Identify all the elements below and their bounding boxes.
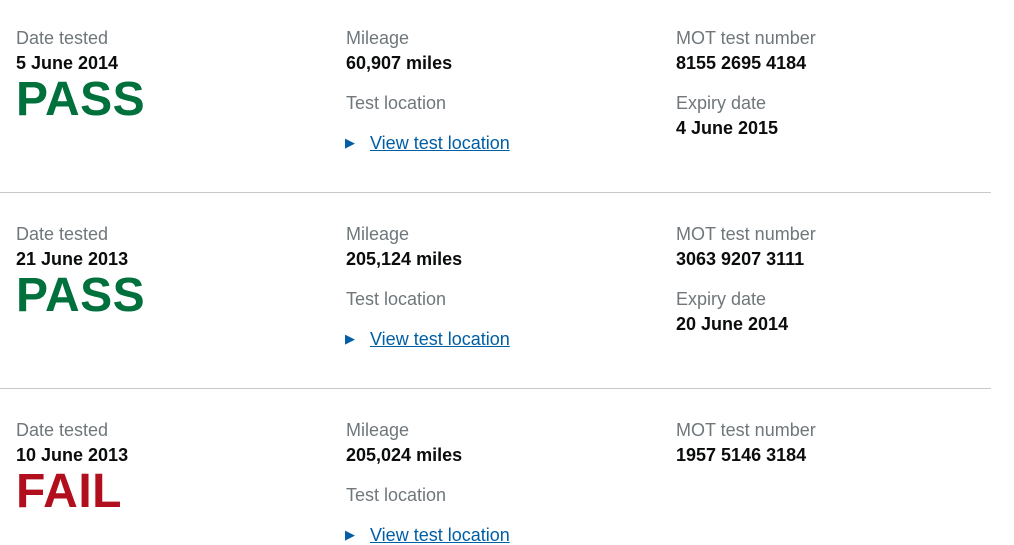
mileage-label: Mileage (346, 28, 410, 48)
expiry-date-label: Expiry date (676, 93, 767, 113)
date-tested-value: 5 June 2014 (16, 53, 119, 73)
test-location-label: Test location (346, 93, 447, 113)
mot-test-record: Date tested 21 June 2013 PASS Mileage 20… (0, 196, 991, 389)
date-tested-label: Date tested (16, 224, 109, 244)
test-result-fail: FAIL (16, 465, 122, 518)
mileage-value: 205,024 miles (346, 445, 463, 465)
mot-test-number-label: MOT test number (676, 224, 816, 244)
test-location-label: Test location (346, 485, 447, 505)
disclosure-triangle-icon[interactable]: ▶ (345, 331, 355, 346)
mot-test-record: Date tested 10 June 2013 FAIL Mileage 20… (0, 392, 991, 544)
mot-test-number-label: MOT test number (676, 420, 816, 440)
expiry-date-value: 20 June 2014 (676, 314, 789, 334)
test-location-label: Test location (346, 289, 447, 309)
date-tested-value: 10 June 2013 (16, 445, 129, 465)
mileage-label: Mileage (346, 420, 410, 440)
mot-history-list: Date tested 5 June 2014 PASS Mileage 60,… (0, 0, 991, 544)
view-test-location-link[interactable]: View test location (370, 329, 510, 349)
test-result-pass: PASS (16, 73, 146, 126)
mot-test-number-value: 3063 9207 3111 (676, 249, 805, 269)
mileage-value: 60,907 miles (346, 53, 453, 73)
test-result-pass: PASS (16, 269, 146, 322)
mot-test-number-value: 1957 5146 3184 (676, 445, 807, 465)
mot-test-record: Date tested 5 June 2014 PASS Mileage 60,… (0, 0, 991, 193)
mot-test-number-value: 8155 2695 4184 (676, 53, 807, 73)
expiry-date-label: Expiry date (676, 289, 767, 309)
disclosure-triangle-icon[interactable]: ▶ (345, 527, 355, 542)
date-tested-value: 21 June 2013 (16, 249, 129, 269)
disclosure-triangle-icon[interactable]: ▶ (345, 135, 355, 150)
expiry-date-value: 4 June 2015 (676, 118, 779, 138)
mileage-label: Mileage (346, 224, 410, 244)
view-test-location-link[interactable]: View test location (370, 525, 510, 545)
view-test-location-link[interactable]: View test location (370, 133, 510, 153)
date-tested-label: Date tested (16, 420, 109, 440)
date-tested-label: Date tested (16, 28, 109, 48)
mot-test-number-label: MOT test number (676, 28, 816, 48)
mileage-value: 205,124 miles (346, 249, 463, 269)
